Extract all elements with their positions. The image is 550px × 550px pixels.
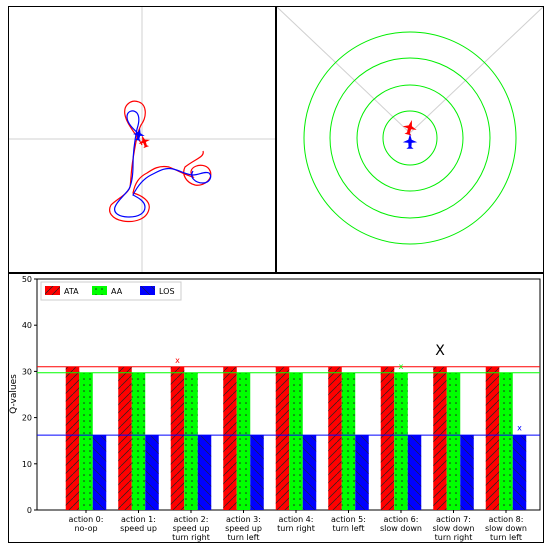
marker-1: x — [399, 362, 404, 371]
x-tick-label: turn right — [277, 524, 315, 533]
radar-ring-4 — [303, 31, 517, 245]
horizontal-divider — [9, 272, 543, 274]
bar-hatch — [131, 372, 146, 510]
bar-hatch — [236, 372, 251, 510]
x-tick-label: action 2: — [174, 515, 209, 524]
x-tick-label: action 0: — [69, 515, 104, 524]
y-tick-label: 20 — [22, 414, 32, 423]
x-tick-label: no-op — [74, 524, 97, 533]
bar-hatch — [485, 366, 500, 510]
bar-hatch — [170, 366, 185, 510]
bar-hatch — [118, 366, 132, 510]
x-tick-label: action 1: — [121, 515, 156, 524]
bar-hatch — [460, 435, 474, 510]
ata-trajectory — [109, 100, 212, 223]
radar-ring-2 — [356, 84, 464, 192]
y-tick-label: 50 — [22, 275, 32, 284]
legend-label-los: LOS — [159, 287, 175, 296]
y-tick-label: 30 — [22, 367, 32, 376]
bar-hatch — [223, 366, 237, 510]
x-tick-label: turn right — [435, 533, 473, 542]
bar-hatch — [355, 435, 369, 510]
y-axis-label: Q-values — [9, 374, 19, 414]
y-tick-label: 10 — [22, 460, 32, 469]
x-tick-label: speed up — [225, 524, 262, 533]
marker-0: x — [175, 356, 180, 365]
x-tick-label: action 4: — [279, 515, 314, 524]
x-tick-label: action 6: — [384, 515, 419, 524]
bar-hatch — [394, 372, 408, 510]
bar-hatch — [407, 435, 422, 510]
radar-ring-1 — [382, 110, 438, 166]
bar-hatch — [275, 366, 290, 510]
x-tick-label: speed up — [120, 524, 157, 533]
x-tick-label: action 7: — [436, 515, 471, 524]
bar-hatch — [92, 435, 107, 510]
radar-panel — [277, 7, 543, 245]
bar-hatch — [499, 372, 513, 510]
legend-label-aa: AA — [111, 287, 123, 296]
legend-swatch-hatch — [45, 286, 60, 295]
x-tick-label: action 5: — [331, 515, 366, 524]
marker-group: x x Xx — [175, 343, 522, 432]
x-tick-label: action 8: — [489, 515, 524, 524]
x-tick-label: slow down — [433, 524, 475, 533]
bar-hatch — [328, 366, 342, 510]
x-tick-label: turn left — [333, 524, 365, 533]
legend-label-ata: ATA — [64, 287, 79, 296]
bar-hatch — [433, 366, 447, 510]
radar-ring-3 — [329, 57, 491, 219]
radar-sightline-left — [277, 7, 411, 134]
bar-hatch — [145, 435, 159, 510]
blue-aircraft-icon — [402, 133, 418, 149]
reference-lines — [37, 366, 540, 436]
figure-frame — [8, 6, 544, 543]
trajectory-panel — [9, 7, 275, 273]
red-aircraft-icon — [402, 120, 417, 136]
blue-aircraft-icon — [132, 128, 145, 141]
legend: ATA AA LOS — [40, 281, 182, 301]
bar-hatch — [289, 372, 303, 510]
bar-hatch — [65, 366, 80, 510]
legend-swatch-hatch — [140, 286, 155, 295]
marker-3: x — [517, 424, 522, 433]
x-tick-label: slow down — [485, 524, 527, 533]
radar-sightline-right — [409, 7, 543, 134]
los-trajectory — [114, 110, 212, 218]
legend-swatch-hatch — [92, 286, 107, 295]
x-tick-label: turn left — [490, 533, 522, 542]
bar-hatch — [302, 435, 317, 510]
bar-hatch — [341, 372, 356, 510]
bar-hatch — [250, 435, 264, 510]
x-tick-label: action 3: — [226, 515, 261, 524]
top-divider — [275, 7, 277, 273]
qvalue-chart: 0 10 20 30 40 50 Q-values x x Xx action 0:no-op… — [9, 275, 541, 542]
y-tick-label: 0 — [27, 506, 32, 515]
y-tick-label: 40 — [22, 321, 32, 330]
red-aircraft-icon — [138, 135, 150, 149]
bars-group — [65, 366, 527, 510]
bar-hatch — [184, 372, 198, 510]
bar-hatch — [197, 435, 212, 510]
bar-hatch — [512, 435, 527, 510]
x-tick-label: turn left — [228, 533, 260, 542]
x-tick-label: speed up — [173, 524, 210, 533]
y-axis: 0 10 20 30 40 50 — [22, 275, 37, 515]
marker-2: X — [435, 343, 445, 359]
x-tick-label: turn right — [172, 533, 210, 542]
x-tick-label: slow down — [380, 524, 422, 533]
bar-hatch — [446, 372, 461, 510]
bar-hatch — [380, 366, 395, 510]
bar-hatch — [79, 372, 93, 510]
